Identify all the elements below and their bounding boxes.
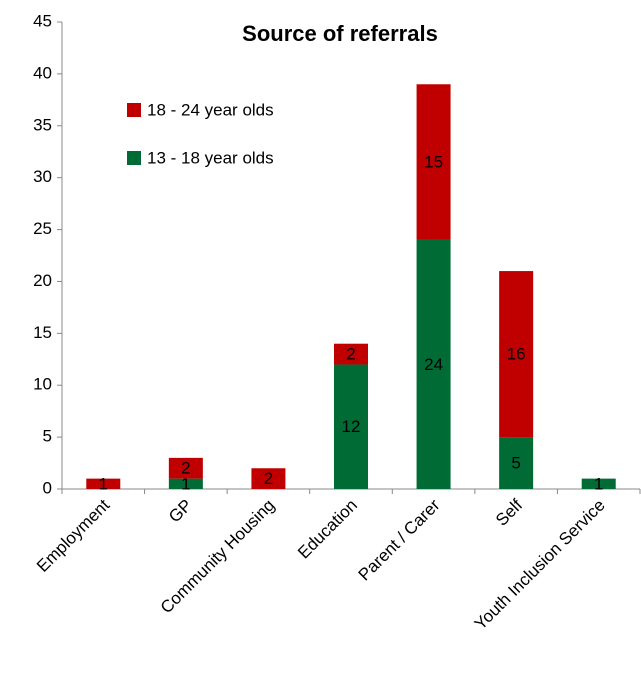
- y-tick-label: 25: [33, 219, 52, 238]
- x-tick-label: Parent / Carer: [355, 495, 444, 584]
- data-label: 2: [181, 459, 190, 478]
- data-label: 1: [594, 474, 603, 493]
- x-tick-label: Education: [294, 496, 361, 563]
- bar-segment: [251, 468, 286, 489]
- legend-swatch: [127, 103, 141, 117]
- bar-segment: [581, 478, 616, 489]
- data-label: 15: [424, 153, 443, 172]
- data-label: 24: [424, 355, 443, 374]
- y-tick-label: 40: [33, 63, 52, 82]
- data-label: 1: [181, 474, 190, 493]
- data-label: 2: [264, 469, 273, 488]
- bar-segment: [499, 437, 534, 489]
- bar-segment: [416, 84, 451, 240]
- y-tick-label: 10: [33, 375, 52, 394]
- bar-segment: [168, 457, 203, 479]
- y-tick-label: 45: [33, 11, 52, 30]
- y-tick-label: 0: [43, 478, 52, 497]
- bar-segment: [86, 478, 121, 489]
- bar-segment: [334, 364, 368, 489]
- x-tick-label: Self: [492, 495, 526, 529]
- y-tick-label: 35: [33, 115, 52, 134]
- data-label: 16: [507, 345, 526, 364]
- data-label: 5: [511, 454, 520, 473]
- y-tick-label: 30: [33, 167, 52, 186]
- data-label: 12: [342, 417, 361, 436]
- legend-label: 13 - 18 year olds: [147, 148, 274, 167]
- bar-segment: [334, 343, 368, 365]
- x-tick-label: GP: [165, 496, 196, 527]
- y-tick-label: 5: [43, 427, 52, 446]
- bar-segment: [499, 271, 534, 438]
- legend-label: 18 - 24 year olds: [147, 100, 274, 119]
- y-tick-label: 15: [33, 323, 52, 342]
- chart-title: Source of referrals: [242, 21, 438, 46]
- data-label: 2: [346, 345, 355, 364]
- y-tick-label: 20: [33, 271, 52, 290]
- bar-segment: [416, 239, 451, 489]
- bar-segment: [168, 478, 203, 489]
- data-label: 1: [99, 474, 108, 493]
- x-tick-label: Employment: [33, 495, 113, 575]
- legend-swatch: [127, 151, 141, 165]
